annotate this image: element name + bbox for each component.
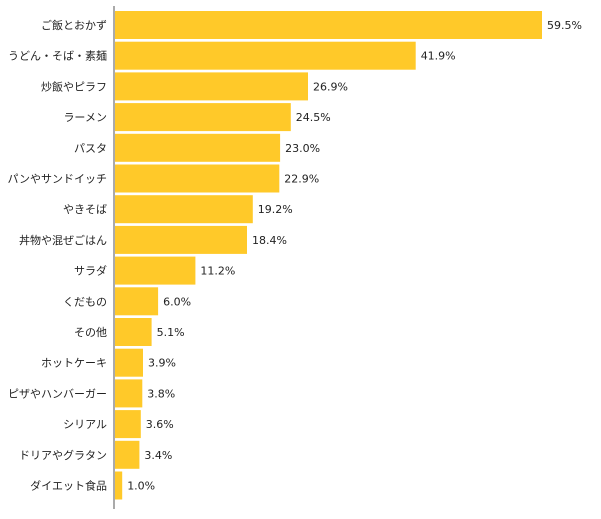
category-label: ご飯とおかず [41,18,107,32]
value-label: 3.4% [144,449,172,462]
value-label: 41.9% [421,50,456,63]
bar [115,164,280,193]
bars [115,11,542,500]
value-label: 3.8% [147,387,175,400]
value-label: 23.0% [285,142,320,155]
category-label: 丼物や混ぜごはん [19,233,107,247]
value-label: 59.5% [547,19,582,32]
category-label: サラダ [74,264,107,278]
bar [115,195,253,224]
category-label: 炒飯やピラフ [41,79,107,93]
value-label: 24.5% [296,111,331,124]
category-label: ダイエット食品 [30,479,107,493]
bar [115,256,196,285]
bar [115,471,123,500]
category-label: ドリアやグラタン [19,448,107,462]
bar [115,225,247,254]
category-label: パスタ [74,142,107,155]
category-label: パンやサンドイッチ [7,173,107,186]
value-label: 22.9% [284,173,319,186]
bar [115,133,281,162]
value-label: 3.6% [146,418,174,431]
category-label: ラーメン [63,111,107,124]
category-label: その他 [74,326,107,339]
bar [115,410,141,439]
value-label: 3.9% [148,357,176,370]
value-label: 5.1% [157,326,185,339]
category-label: くだもの [63,295,107,308]
bar [115,379,143,408]
category-label: ピザやハンバーガー [8,387,107,400]
value-labels: 59.5% 41.9% 26.9% 24.5% 23.0% 22.9% 19.2% 18.4%… [127,19,582,493]
category-label: ホットケーキ [41,357,107,370]
value-label: 26.9% [313,80,348,93]
value-label: 1.0% [127,480,155,493]
bar [115,11,542,39]
value-label: 19.2% [258,203,293,216]
bar [115,348,143,377]
bar [115,72,308,101]
bar [115,440,140,469]
category-label: やきそば [63,203,107,216]
value-label: 11.2% [200,265,235,278]
bar [115,318,152,346]
value-label: 6.0% [163,295,191,308]
category-label: シリアル [63,418,107,431]
bar [115,41,416,70]
bar [115,287,159,316]
category-labels: ご飯とおかずうどん・そば・素麺炒飯やピラフラーメンパスタパンやサンドイッチやきそ… [7,18,107,493]
value-label: 18.4% [252,234,287,247]
category-label: うどん・そば・素麺 [8,50,107,63]
bar [115,103,291,132]
